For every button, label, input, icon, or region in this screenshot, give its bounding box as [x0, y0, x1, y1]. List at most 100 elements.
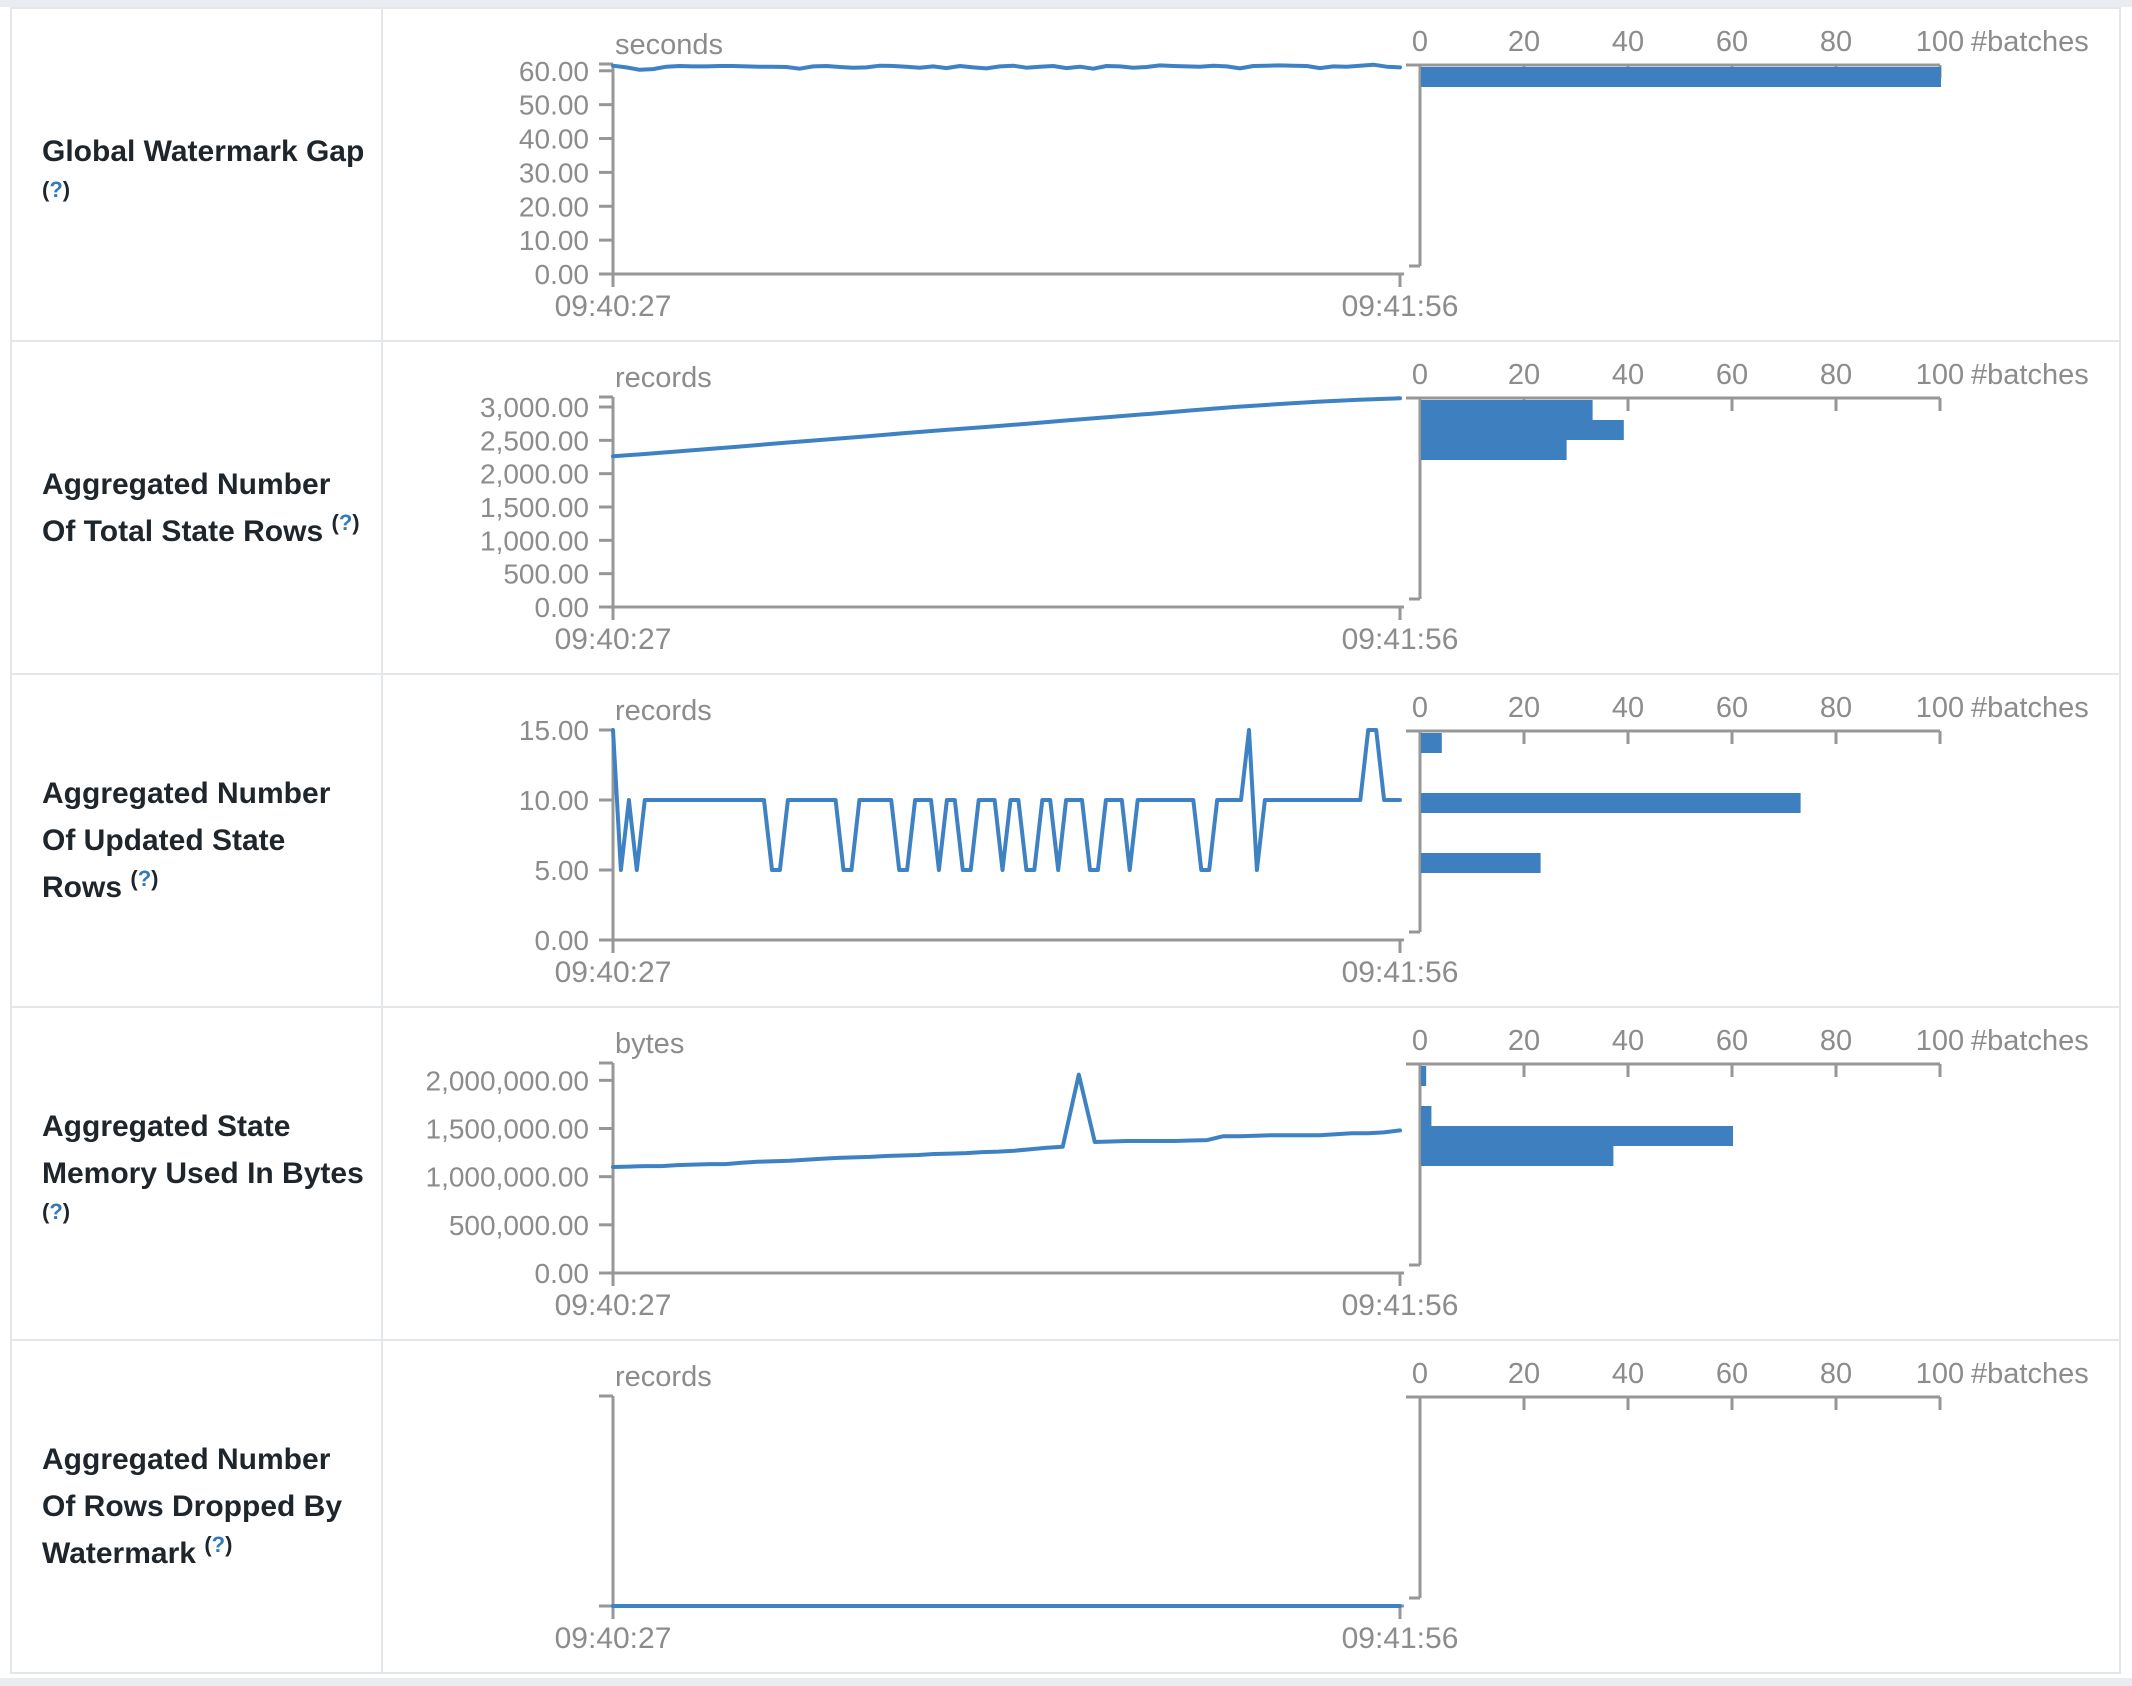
time-end-label: 09:41:56	[1342, 1289, 1459, 1322]
unit-label: records	[615, 362, 712, 394]
y-tick-label: 10.00	[519, 785, 589, 816]
batches-tick-label: 0	[1412, 692, 1428, 724]
y-tick-label: 60.00	[519, 56, 589, 87]
y-tick-label: 50.00	[519, 90, 589, 121]
y-tick-label: 2,000.00	[480, 459, 589, 490]
metric-row: Aggregated Number Of Rows Dropped By Wat…	[12, 1339, 2119, 1672]
y-tick-label: 2,000,000.00	[426, 1065, 590, 1096]
y-tick-label: 0.00	[535, 259, 590, 290]
batches-tick-label: 80	[1820, 692, 1852, 724]
metric-name: Aggregated Number Of Rows Dropped By Wat…	[42, 1436, 367, 1577]
batches-tick-label: 80	[1820, 26, 1852, 58]
batches-tick-label: 20	[1508, 1358, 1540, 1390]
batches-tick-label: 20	[1508, 26, 1540, 58]
question-mark-icon: ?	[49, 1199, 63, 1224]
y-tick-label: 20.00	[519, 191, 589, 222]
timeline-and-histogram-canvas: records 09:40:27 09:41:56 0 20 40 60 80 100 #batc…	[555, 1358, 2089, 1655]
batches-tick-label: 20	[1508, 359, 1540, 391]
histogram-bar	[1421, 1066, 1427, 1086]
y-tick-label: 1,000.00	[480, 525, 589, 556]
y-tick-label: 1,000,000.00	[426, 1162, 590, 1193]
metric-chart-cell: seconds 60.00 50.00 40.00 30.00 20.00 10.00 0.0…	[383, 9, 2119, 340]
y-tick-label: 500.00	[503, 559, 589, 590]
timeline-and-histogram-canvas: records3,000.002,500.002,000.001,500.001…	[480, 359, 2089, 656]
time-start-label: 09:40:27	[555, 1289, 672, 1322]
timeline-line	[611, 396, 1402, 459]
paren-close: )	[62, 176, 71, 202]
time-end-label: 09:41:56	[1342, 1622, 1459, 1655]
time-start-label: 09:40:27	[555, 290, 672, 323]
metric-chart-cell: records 15.00 10.00 5.00 0.00 09:40:27 09:41:5…	[383, 675, 2119, 1006]
timeline-line	[611, 728, 1402, 872]
metric-row: Aggregated Number Of Updated State Rows …	[12, 673, 2119, 1006]
metric-name-text: Aggregated State Memory Used In Bytes	[42, 1110, 364, 1190]
timeline-and-histogram-canvas: bytes 2,000,000.00 1,500,000.00 1,000,000.0…	[426, 1025, 2089, 1322]
paren-close: )	[225, 1532, 233, 1557]
question-mark-icon: ?	[338, 509, 353, 535]
batches-tick-label: 40	[1612, 359, 1644, 391]
batches-tick-label: 0	[1412, 1358, 1428, 1390]
batches-tick-label: 80	[1820, 1358, 1852, 1390]
histogram-bar	[1421, 400, 1593, 420]
top-edge-strip	[0, 0, 2132, 7]
help-tooltip-link[interactable]: (?)	[42, 1199, 70, 1224]
metric-chart-cell: bytes 2,000,000.00 1,500,000.00 1,000,000.0…	[383, 1008, 2119, 1339]
batches-axis-label: #batches	[1971, 1025, 2089, 1057]
paren-close: )	[62, 1199, 71, 1224]
unit-label: records	[615, 1361, 712, 1393]
paren-open: (	[331, 509, 339, 535]
batches-tick-label: 100	[1916, 692, 1964, 724]
batches-tick-label: 100	[1916, 359, 1964, 391]
y-tick-label: 2,500.00	[480, 425, 589, 456]
metric-label-cell: Aggregated Number Of Total State Rows (?…	[12, 342, 383, 673]
batches-tick-label: 40	[1612, 692, 1644, 724]
paren-close: )	[352, 509, 360, 535]
paren-open: (	[130, 866, 138, 891]
histogram-bar	[1421, 1106, 1432, 1126]
metric-name: Global Watermark Gap (?)	[42, 128, 367, 222]
batches-tick-label: 20	[1508, 692, 1540, 724]
paren-open: (	[204, 1532, 212, 1557]
metric-label-cell: Aggregated Number Of Updated State Rows …	[12, 675, 383, 1006]
metric-chart-cell: records 09:40:27 09:41:56 0 20 40 60 80 100 #batc…	[383, 1341, 2119, 1672]
batches-tick-label: 80	[1820, 1025, 1852, 1057]
y-tick-label: 40.00	[519, 124, 589, 155]
batches-tick-label: 80	[1820, 359, 1852, 391]
timeline-line	[611, 62, 1402, 72]
help-tooltip-link[interactable]: (?)	[42, 177, 70, 202]
batches-axis-label: #batches	[1971, 692, 2089, 724]
metric-label-cell: Aggregated Number Of Rows Dropped By Wat…	[12, 1341, 383, 1672]
metric-name-text: Global Watermark Gap	[42, 134, 365, 168]
batches-tick-label: 40	[1612, 26, 1644, 58]
help-tooltip-link[interactable]: (?)	[331, 510, 359, 535]
histogram-bar	[1421, 733, 1442, 753]
help-tooltip-link[interactable]: (?)	[130, 866, 158, 891]
batches-axis-label: #batches	[1971, 1358, 2089, 1390]
y-tick-label: 1,500,000.00	[426, 1114, 590, 1145]
histogram-bar	[1421, 1126, 1733, 1146]
time-start-label: 09:40:27	[555, 623, 672, 656]
paren-open: (	[42, 176, 50, 202]
time-end-label: 09:41:56	[1342, 290, 1459, 323]
question-mark-icon: ?	[137, 866, 152, 891]
metric-name: Aggregated Number Of Updated State Rows …	[42, 770, 367, 911]
metric-name-text: Aggregated Number Of Updated State Rows	[42, 777, 331, 904]
y-tick-label: 500,000.00	[449, 1210, 589, 1241]
batches-tick-label: 100	[1916, 1358, 1964, 1390]
unit-label: records	[615, 695, 712, 727]
y-tick-label: 10.00	[519, 225, 589, 256]
metric-name-text: Aggregated Number Of Rows Dropped By Wat…	[42, 1443, 343, 1570]
question-mark-icon: ?	[211, 1532, 226, 1557]
y-tick-label: 0.00	[535, 925, 590, 956]
y-tick-label: 0.00	[535, 1258, 590, 1289]
timeline-line	[611, 1072, 1402, 1169]
batches-axis-label: #batches	[1971, 359, 2089, 391]
help-tooltip-link[interactable]: (?)	[204, 1532, 232, 1557]
metric-row: Aggregated State Memory Used In Bytes (?…	[12, 1006, 2119, 1339]
unit-label: seconds	[615, 29, 723, 61]
batches-tick-label: 100	[1916, 26, 1964, 58]
paren-open: (	[42, 1199, 50, 1224]
time-start-label: 09:40:27	[555, 956, 672, 989]
